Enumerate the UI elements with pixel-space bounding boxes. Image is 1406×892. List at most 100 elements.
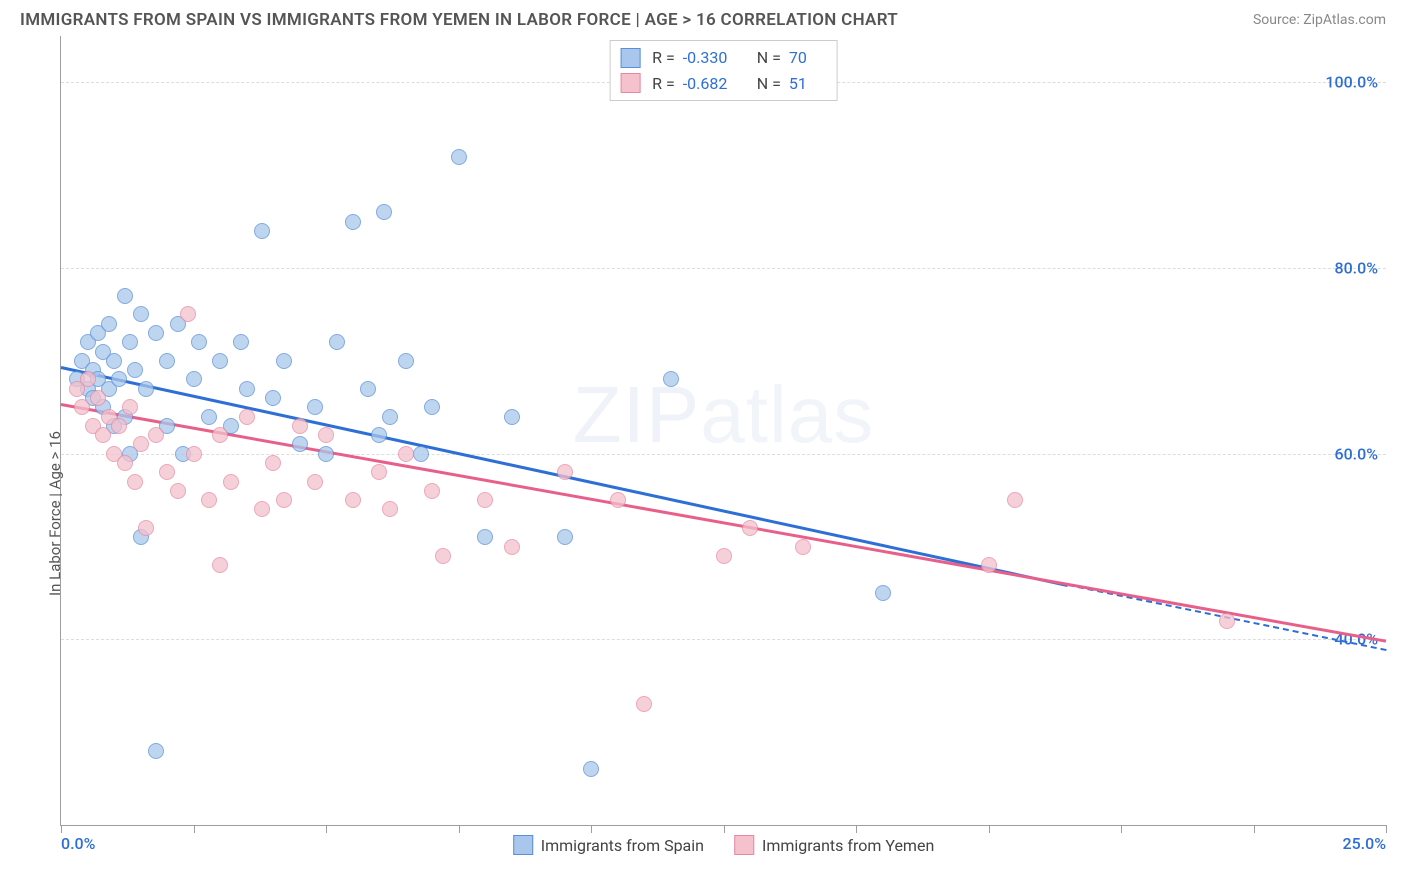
data-point: [239, 381, 255, 397]
x-tick: [1254, 825, 1255, 833]
data-point: [239, 409, 255, 425]
data-point: [265, 455, 281, 471]
x-tick: [1386, 825, 1387, 833]
x-tick: [326, 825, 327, 833]
data-point: [201, 492, 217, 508]
data-point: [127, 362, 143, 378]
data-point: [212, 557, 228, 573]
chart-title: IMMIGRANTS FROM SPAIN VS IMMIGRANTS FROM…: [20, 10, 898, 30]
stats-legend-row: R = -0.682 N = 51: [620, 71, 819, 97]
n-value: 51: [789, 71, 819, 97]
data-point: [212, 427, 228, 443]
data-point: [435, 548, 451, 564]
data-point: [371, 427, 387, 443]
data-point: [1219, 613, 1235, 629]
data-point: [148, 427, 164, 443]
data-point: [122, 334, 138, 350]
data-point: [1007, 492, 1023, 508]
legend-swatch: [734, 835, 754, 855]
data-point: [504, 539, 520, 555]
data-point: [557, 529, 573, 545]
data-point: [122, 399, 138, 415]
gridline: [61, 268, 1386, 269]
legend-swatch: [620, 73, 640, 93]
data-point: [148, 325, 164, 341]
y-tick-label: 100.0%: [1325, 73, 1378, 92]
data-point: [212, 353, 228, 369]
y-tick-label: 60.0%: [1334, 444, 1378, 463]
data-point: [138, 520, 154, 536]
data-point: [345, 492, 361, 508]
data-point: [398, 353, 414, 369]
data-point: [292, 436, 308, 452]
x-tick: [724, 825, 725, 833]
data-point: [382, 409, 398, 425]
legend-item: Immigrants from Spain: [513, 835, 704, 855]
x-tick: [591, 825, 592, 833]
data-point: [424, 399, 440, 415]
data-point: [254, 223, 270, 239]
chart-header: IMMIGRANTS FROM SPAIN VS IMMIGRANTS FROM…: [0, 0, 1406, 36]
data-point: [201, 409, 217, 425]
data-point: [875, 585, 891, 601]
data-point: [610, 492, 626, 508]
data-point: [413, 446, 429, 462]
data-point: [106, 353, 122, 369]
data-point: [111, 418, 127, 434]
data-point: [292, 418, 308, 434]
data-point: [318, 446, 334, 462]
data-point: [233, 334, 249, 350]
plot-area: 40.0%60.0%80.0%100.0%: [61, 36, 1386, 825]
data-point: [265, 390, 281, 406]
data-point: [636, 696, 652, 712]
trendline: [61, 403, 1386, 642]
x-axis-max-label: 25.0%: [1342, 834, 1386, 853]
x-tick: [1121, 825, 1122, 833]
data-point: [398, 446, 414, 462]
data-point: [90, 390, 106, 406]
data-point: [583, 761, 599, 777]
chart-source: Source: ZipAtlas.com: [1253, 12, 1386, 28]
r-label: R =: [652, 45, 675, 71]
data-point: [477, 492, 493, 508]
data-point: [148, 743, 164, 759]
data-point: [477, 529, 493, 545]
data-point: [424, 483, 440, 499]
data-point: [382, 501, 398, 517]
data-point: [138, 381, 154, 397]
data-point: [186, 446, 202, 462]
stats-legend: R =-0.330N =70R =-0.682N =51: [609, 40, 838, 101]
data-point: [74, 399, 90, 415]
data-point: [133, 306, 149, 322]
r-label: R =: [652, 71, 675, 97]
legend-item: Immigrants from Yemen: [734, 835, 934, 855]
legend-swatch: [513, 835, 533, 855]
data-point: [307, 399, 323, 415]
n-label: N =: [757, 45, 781, 71]
x-tick: [61, 825, 62, 833]
stats-legend-row: R =-0.330N =70: [620, 45, 819, 71]
data-point: [307, 474, 323, 490]
r-value: -0.330: [683, 45, 745, 71]
r-value: -0.682: [683, 71, 745, 97]
data-point: [557, 464, 573, 480]
data-point: [80, 371, 96, 387]
data-point: [981, 557, 997, 573]
x-axis-min-label: 0.0%: [61, 834, 95, 853]
data-point: [371, 464, 387, 480]
legend-label: Immigrants from Yemen: [762, 836, 934, 855]
n-label: N =: [757, 71, 781, 97]
series-legend: Immigrants from Spain Immigrants from Yem…: [513, 835, 935, 855]
data-point: [318, 427, 334, 443]
x-tick: [856, 825, 857, 833]
data-point: [663, 371, 679, 387]
data-point: [360, 381, 376, 397]
legend-swatch: [620, 48, 640, 68]
data-point: [795, 539, 811, 555]
data-point: [376, 204, 392, 220]
scatter-chart: In Labor Force | Age > 16 ZIPatlas 40.0%…: [60, 36, 1386, 826]
data-point: [191, 334, 207, 350]
data-point: [223, 474, 239, 490]
data-point: [186, 371, 202, 387]
x-tick: [989, 825, 990, 833]
